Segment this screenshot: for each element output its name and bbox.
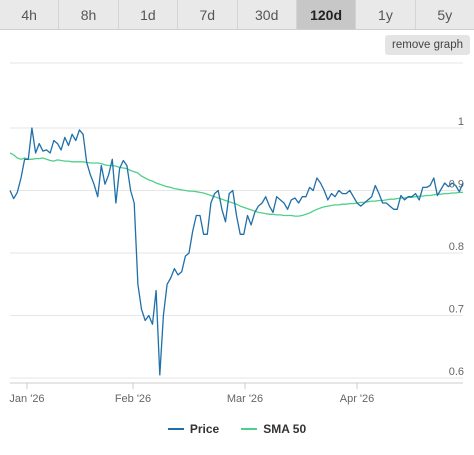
legend-swatch-price [167, 428, 184, 430]
legend-swatch-sma [241, 428, 258, 430]
range-tabs: 4h 8h 1d 7d 30d 120d 1y 5y [0, 0, 474, 30]
legend-label-price: Price [189, 422, 220, 436]
y-tick-label: 1 [458, 116, 464, 128]
tab-4h[interactable]: 4h [0, 0, 60, 29]
legend-item-price[interactable]: Price [167, 422, 220, 436]
tab-120d[interactable]: 120d [296, 0, 357, 29]
x-tick-label: Feb '26 [115, 393, 151, 405]
x-tick-label: Jan '26 [9, 393, 44, 405]
tab-7d[interactable]: 7d [178, 0, 238, 29]
axis-layer: 0.6 0.7 0.8 0.9 1 Jan '26 Feb '26 Mar '26 Apr '2… [9, 116, 464, 405]
tab-1d[interactable]: 1d [118, 0, 179, 29]
chart-legend: Price SMA 50 [0, 420, 474, 438]
legend-label-sma: SMA 50 [263, 422, 307, 436]
x-tick-label: Apr '26 [340, 393, 375, 405]
y-tick-label: 0.7 [449, 304, 464, 316]
tab-8h[interactable]: 8h [59, 0, 119, 29]
series-layer [9, 127, 464, 376]
price-line [9, 127, 464, 376]
y-tick-label: 0.9 [449, 179, 464, 191]
x-tick-label: Mar '26 [227, 393, 263, 405]
grid-layer [10, 62, 463, 379]
legend-item-sma[interactable]: SMA 50 [241, 422, 306, 436]
sma-50-line [9, 152, 463, 217]
tab-5y[interactable]: 5y [415, 0, 474, 29]
y-tick-label: 0.6 [449, 366, 464, 378]
y-tick-label: 0.8 [449, 241, 464, 253]
tab-1y[interactable]: 1y [356, 0, 416, 29]
remove-graph-button[interactable]: remove graph [385, 35, 470, 55]
tab-30d[interactable]: 30d [237, 0, 297, 29]
